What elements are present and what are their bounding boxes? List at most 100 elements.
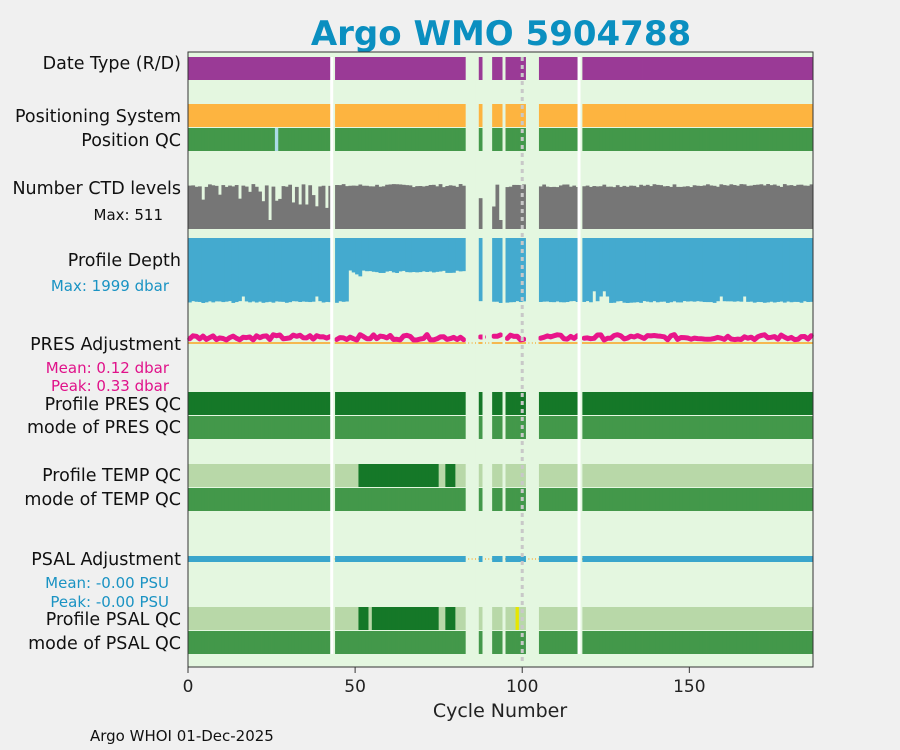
depth-bar <box>782 238 787 303</box>
cycle-cell <box>589 607 593 630</box>
cycle-cell <box>669 128 674 151</box>
cycle-cell <box>274 607 279 630</box>
ctd-bar <box>649 186 653 229</box>
cycle-cell <box>498 607 503 630</box>
cycle-cell <box>438 607 443 630</box>
cycle-cell <box>268 607 272 630</box>
cycle-cell <box>699 607 704 630</box>
cycle-cell <box>792 392 797 415</box>
footer-text: Argo WHOI 01-Dec-2025 <box>90 727 274 745</box>
cycle-cell <box>675 488 680 511</box>
psal-cell <box>261 556 266 562</box>
cycle-cell <box>689 104 694 127</box>
cycle-cell <box>709 128 714 151</box>
cycle-cell <box>799 464 804 487</box>
cycle-cell <box>538 464 543 487</box>
ctd-bar <box>746 185 750 229</box>
cycle-cell <box>799 104 804 127</box>
cycle-cell <box>642 488 647 511</box>
cycle-cell <box>228 607 232 630</box>
cycle-cell <box>208 631 212 654</box>
cycle-cell <box>548 488 553 511</box>
cycle-cell <box>622 128 627 151</box>
chart-title: Argo WMO 5904788 <box>311 14 691 54</box>
cycle-cell <box>672 607 677 630</box>
cycle-cell <box>655 416 660 439</box>
cycle-cell <box>318 631 323 654</box>
ctd-bar <box>405 185 409 229</box>
cycle-cell <box>572 392 577 415</box>
psal-cell <box>311 556 316 562</box>
cycle-cell <box>508 607 513 630</box>
cycle-cell <box>288 392 293 415</box>
depth-bar <box>789 238 794 303</box>
cycle-cell <box>458 416 463 439</box>
cycle-cell <box>548 631 553 654</box>
depth-bar <box>759 238 764 303</box>
cycle-cell <box>271 631 276 654</box>
ctd-bar <box>609 186 613 229</box>
ctd-bar <box>244 186 249 229</box>
cycle-cell <box>288 57 293 80</box>
missing-cycle-gap <box>489 57 492 654</box>
depth-bar <box>274 238 279 302</box>
cycle-cell <box>224 128 229 151</box>
cycle-cell <box>431 128 436 151</box>
cycle-cell <box>615 631 620 654</box>
cycle-cell <box>729 607 734 630</box>
ctd-bar <box>599 186 603 229</box>
ctd-bar <box>799 184 804 229</box>
cycle-cell <box>268 488 272 511</box>
cycle-cell <box>602 104 607 127</box>
psal-cell <box>655 556 660 562</box>
cycle-cell <box>782 607 787 630</box>
cycle-cell <box>806 416 811 439</box>
cycle-cell <box>311 104 316 127</box>
psal-cell <box>706 556 710 562</box>
cycle-cell <box>582 392 587 415</box>
cycle-cell <box>719 631 724 654</box>
cycle-cell <box>458 392 463 415</box>
cycle-cell <box>615 104 620 127</box>
cycle-cell <box>562 57 567 80</box>
cycle-cell <box>204 57 209 80</box>
cycle-cell <box>388 607 393 630</box>
cycle-cell <box>739 57 744 80</box>
cycle-cell <box>281 607 286 630</box>
psal-cell <box>341 556 346 562</box>
cycle-cell <box>308 488 313 511</box>
cycle-cell <box>204 416 209 439</box>
psal-cell <box>198 556 202 562</box>
psal-cell <box>659 556 663 562</box>
cycle-cell <box>682 104 687 127</box>
cycle-cell <box>652 392 657 415</box>
cycle-cell <box>629 488 633 511</box>
cycle-cell <box>405 104 409 127</box>
cycle-cell <box>248 104 252 127</box>
ctd-bar <box>665 186 670 229</box>
cycle-cell <box>625 392 630 415</box>
psal-cell <box>665 556 670 562</box>
cycle-cell <box>699 392 704 415</box>
ctd-bar <box>274 200 279 229</box>
cycle-cell <box>452 631 456 654</box>
cycle-cell <box>542 607 547 630</box>
cycle-cell <box>498 488 503 511</box>
cycle-cell <box>512 464 516 487</box>
depth-bar <box>278 238 282 302</box>
cycle-cell <box>321 631 326 654</box>
cycle-cell <box>348 128 353 151</box>
cycle-cell <box>375 607 379 630</box>
depth-bar <box>685 238 690 302</box>
cycle-cell <box>662 488 667 511</box>
depth-bar <box>702 238 707 303</box>
psal-cell <box>746 556 750 562</box>
depth-bar <box>408 238 413 273</box>
ctd-bar <box>706 184 710 229</box>
cycle-cell <box>685 416 690 439</box>
cycle-cell <box>709 607 714 630</box>
cycle-cell <box>401 631 406 654</box>
ctd-bar <box>221 185 226 229</box>
cycle-cell <box>809 104 814 127</box>
depth-bar <box>746 238 750 302</box>
